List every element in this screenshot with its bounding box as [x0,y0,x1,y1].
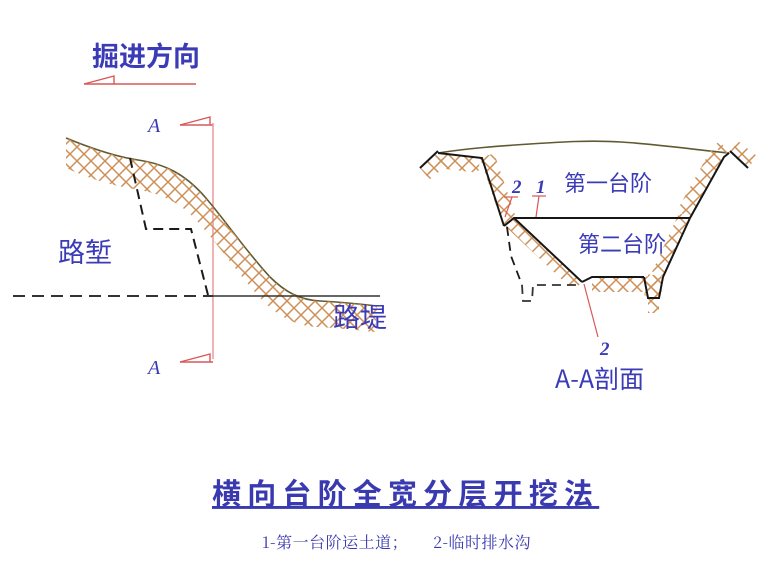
svg-text:2: 2 [599,339,610,360]
svg-text:2: 2 [511,177,522,198]
svg-text:第二台阶: 第二台阶 [578,227,666,259]
svg-text:1-第一台阶运土道； 2-临时排水沟: 1-第一台阶运土道； 2-临时排水沟 [262,530,531,553]
svg-text:1: 1 [536,177,546,198]
svg-text:路堑: 路堑 [58,231,112,270]
svg-text:横向台阶全宽分层开挖法: 横向台阶全宽分层开挖法 [212,471,599,513]
svg-text:掘进方向: 掘进方向 [92,35,200,74]
svg-text:路堤: 路堤 [333,296,387,335]
svg-text:A-A剖面: A-A剖面 [555,360,644,396]
svg-text:A: A [146,115,161,137]
svg-text:第一台阶: 第一台阶 [564,166,652,198]
svg-text:A: A [146,357,161,379]
